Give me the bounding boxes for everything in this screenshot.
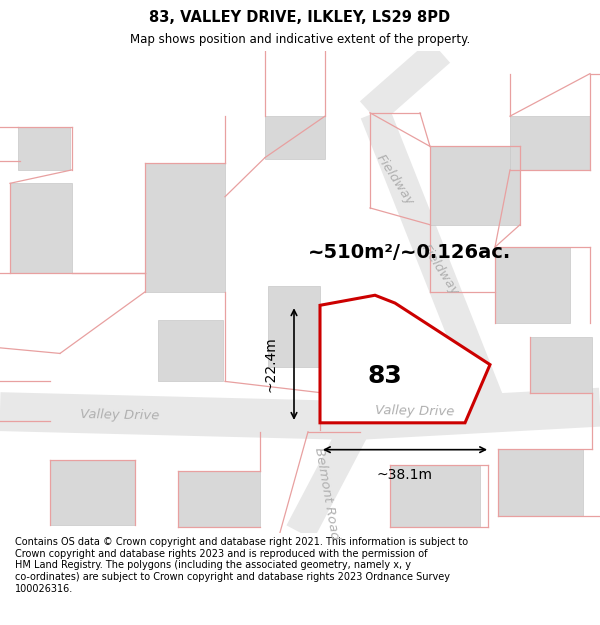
Polygon shape: [320, 295, 490, 423]
Bar: [145, 163, 225, 292]
Bar: [330, 334, 410, 411]
Text: ~38.1m: ~38.1m: [377, 468, 433, 482]
Text: Fieldway: Fieldway: [374, 152, 416, 208]
Text: 83: 83: [368, 364, 403, 388]
Text: Valley Drive: Valley Drive: [80, 408, 160, 422]
Text: 83, VALLEY DRIVE, ILKLEY, LS29 8PD: 83, VALLEY DRIVE, ILKLEY, LS29 8PD: [149, 10, 451, 25]
Bar: [495, 247, 570, 323]
Bar: [430, 146, 520, 225]
Text: Map shows position and indicative extent of the property.: Map shows position and indicative extent…: [130, 33, 470, 46]
Text: Valley Drive: Valley Drive: [375, 404, 455, 419]
Bar: [10, 183, 72, 273]
Bar: [390, 466, 480, 527]
Bar: [510, 116, 590, 170]
Text: Contains OS data © Crown copyright and database right 2021. This information is : Contains OS data © Crown copyright and d…: [15, 537, 468, 594]
Bar: [178, 471, 260, 527]
Text: Fieldway: Fieldway: [419, 241, 461, 298]
Text: ~22.4m: ~22.4m: [263, 336, 277, 392]
Text: ~510m²/~0.126ac.: ~510m²/~0.126ac.: [308, 243, 512, 262]
Bar: [265, 116, 325, 159]
Text: Belmont Road: Belmont Road: [313, 446, 341, 541]
Bar: [268, 286, 320, 367]
Bar: [18, 127, 70, 170]
Bar: [530, 337, 592, 392]
Bar: [498, 449, 583, 516]
Bar: [158, 320, 223, 381]
Bar: [50, 460, 135, 524]
